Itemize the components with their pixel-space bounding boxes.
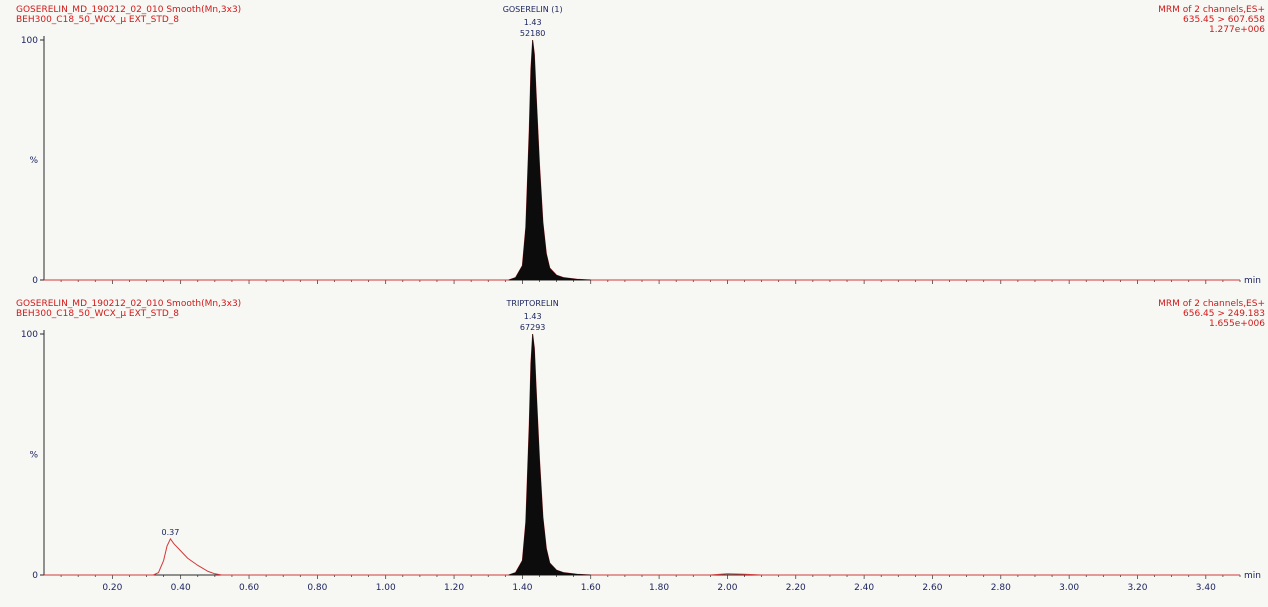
- panel-2-x-tick-label: 2.00: [717, 583, 737, 593]
- panel-2-x-tick-label: 0.80: [307, 583, 327, 593]
- panel-1-x-axis-label: min: [1244, 276, 1261, 286]
- panel-2-x-tick-label: 2.20: [786, 583, 806, 593]
- panel-2-y-axis-label: %: [29, 451, 38, 461]
- panel-1-mrm-transition: 635.45 > 607.658: [1183, 15, 1265, 25]
- panel-2-y-tick-label-100: 100: [21, 330, 38, 340]
- panel-1-sample-name: GOSERELIN_MD_190212_02_010 Smooth(Mn,3x3…: [16, 5, 241, 15]
- panel-2-peak-area-label: 67293: [520, 323, 545, 332]
- panel-2-compound-label: TRIPTORELIN: [506, 299, 559, 308]
- panel-2-x-tick-label: 3.00: [1059, 583, 1079, 593]
- panel-2-channel-info: MRM of 2 channels,ES+: [1158, 299, 1265, 309]
- panel-2-mrm-transition: 656.45 > 249.183: [1183, 309, 1265, 319]
- panel-1-y-tick-label-100: 100: [21, 36, 38, 46]
- panel-2-x-tick-label: 2.80: [991, 583, 1011, 593]
- panel-1-intensity-scale: 1.277e+006: [1209, 25, 1265, 35]
- panel-2-peak-rt-label: 1.43: [524, 312, 542, 321]
- panel-1-peak-fill: [508, 39, 591, 281]
- panel-1-y-axis-label: %: [29, 156, 38, 166]
- panel-2-x-axis-label: min: [1244, 571, 1261, 581]
- panel-2-x-tick-label: 3.20: [1127, 583, 1147, 593]
- panel-2-x-tick-label: 1.20: [444, 583, 464, 593]
- panel-2-sample-name: GOSERELIN_MD_190212_02_010 Smooth(Mn,3x3…: [16, 299, 241, 309]
- panel-2-x-tick-label: 2.40: [854, 583, 874, 593]
- panel-2-x-tick-label: 1.60: [581, 583, 601, 593]
- panel-2-x-tick-label: 3.40: [1196, 583, 1216, 593]
- panel-1-channel-info: MRM of 2 channels,ES+: [1158, 5, 1265, 15]
- panel-2-x-tick-label: 1.80: [649, 583, 669, 593]
- panel-2-x-tick-label: 0.60: [239, 583, 259, 593]
- panel-2-x-tick-label: 2.60: [922, 583, 942, 593]
- panel-2-x-tick-label: 1.40: [512, 583, 532, 593]
- panel-2-x-tick-label: 0.20: [102, 583, 122, 593]
- panel-1-y-tick-label-0: 0: [32, 276, 38, 286]
- panel-1-compound-label: GOSERELIN (1): [503, 5, 563, 14]
- panel-2-peak-fill: [508, 333, 591, 576]
- panel-1-method-name: BEH300_C18_50_WCX_µ EXT_STD_8: [16, 15, 179, 25]
- panel-2-x-tick-label: 1.00: [376, 583, 396, 593]
- panel-2-x-tick-label: 0.40: [171, 583, 191, 593]
- panel-2-intensity-scale: 1.655e+006: [1209, 319, 1265, 329]
- panel-1-trace-line: [44, 39, 1240, 281]
- panel-1-peak-area-label: 52180: [520, 29, 545, 38]
- panel-2-method-name: BEH300_C18_50_WCX_µ EXT_STD_8: [16, 309, 179, 319]
- panel-1-peak-rt-label: 1.43: [524, 18, 542, 27]
- panel-2-peak-rt-label: 0.37: [162, 528, 180, 537]
- panel-2-trace-line: [44, 333, 1240, 576]
- panel-2-y-tick-label-0: 0: [32, 571, 38, 581]
